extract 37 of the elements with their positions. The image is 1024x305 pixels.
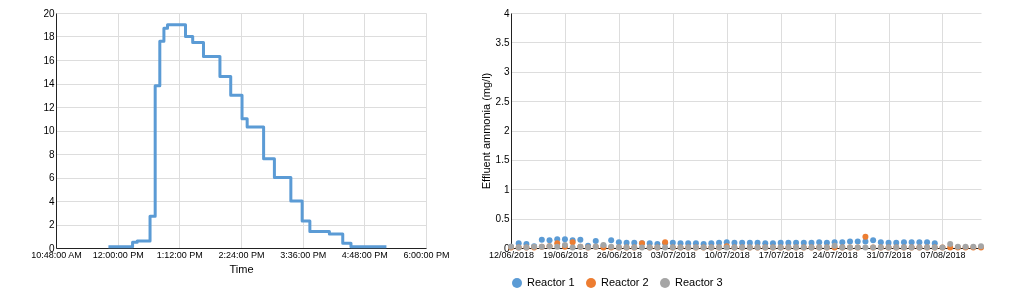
x-tick-label: 12:00:00 PM [92, 249, 144, 260]
y-tick-label: 2.5 [495, 95, 510, 107]
y-tick-label: 3.5 [495, 36, 510, 48]
y-tick-label: 3 [503, 66, 510, 78]
x-axis-title: Time [229, 262, 254, 275]
x-tick-label: 6:00:00 PM [403, 249, 450, 260]
x-tick-label: 10/07/2018 [704, 249, 750, 260]
x-tick-label: 07/08/2018 [920, 249, 966, 260]
x-tick-label: 24/07/2018 [812, 249, 858, 260]
y-tick-label: 4 [503, 7, 510, 19]
y-tick-label: 1.5 [495, 154, 510, 166]
x-tick-label: 2:24:00 PM [218, 249, 265, 260]
x-tick-label: 19/06/2018 [542, 249, 588, 260]
y-tick-label: 1 [503, 183, 510, 195]
y-tick-label: 10 [43, 125, 55, 136]
y-tick-label: 18 [43, 31, 55, 42]
y-tick-label: 4 [48, 195, 55, 207]
y-tick-label: 16 [43, 54, 55, 66]
x-tick-label: 26/06/2018 [596, 249, 642, 260]
y-tick-label: 14 [43, 78, 55, 89]
y-tick-label: 0.5 [495, 213, 510, 225]
y-tick-label: 8 [48, 148, 55, 160]
y-tick-label: 20 [43, 7, 55, 19]
x-tick-label: 4:48:00 PM [341, 249, 388, 260]
y-tick-label: 12 [43, 101, 55, 113]
x-tick-label: 31/07/2018 [866, 249, 912, 260]
x-tick-label: 3:36:00 PM [280, 249, 327, 260]
y-tick-label: 6 [48, 172, 55, 183]
y-tick-label: 2 [503, 125, 510, 136]
x-tick-label: 17/07/2018 [758, 249, 804, 260]
legend-label: Reactor 3 [675, 276, 723, 288]
y-axis-title: Effluent ammonia (mg/l) [479, 72, 492, 190]
legend-label: Reactor 2 [601, 276, 649, 288]
y-tick-label: 2 [48, 219, 55, 230]
x-tick-label: 1:12:00 PM [156, 249, 203, 260]
x-tick-label: 03/07/2018 [650, 249, 696, 260]
legend-label: Reactor 1 [527, 276, 575, 288]
